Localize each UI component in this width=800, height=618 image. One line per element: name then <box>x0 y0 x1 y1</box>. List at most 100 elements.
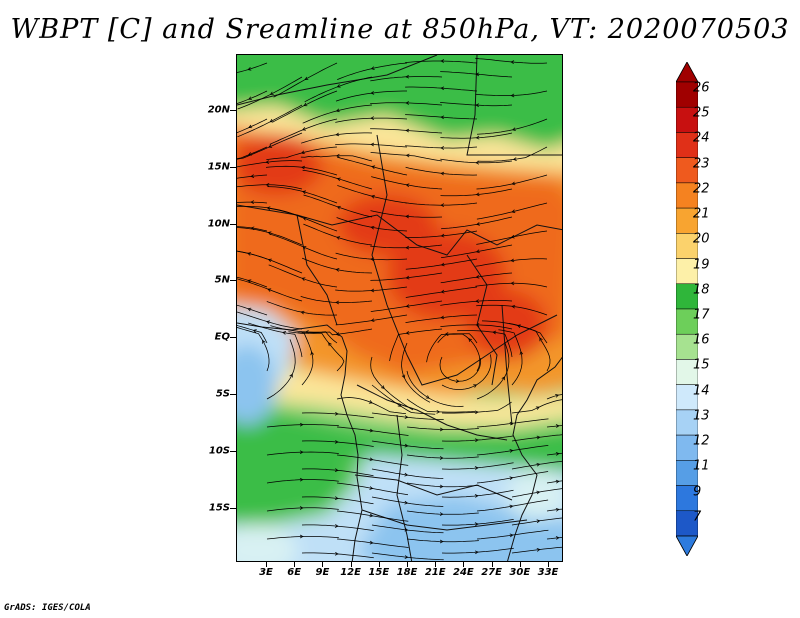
streamline-arrowhead <box>555 536 560 540</box>
lon-label: 33E <box>537 567 559 578</box>
lat-label: EQ <box>214 331 230 343</box>
streamline-arrowhead <box>401 374 406 379</box>
field-west-ocean-deep <box>237 345 277 425</box>
streamline-arrowhead <box>474 522 479 527</box>
streamline-arrowhead <box>335 300 340 305</box>
map-panel <box>236 54 563 562</box>
field-red-core-central <box>337 195 437 255</box>
border-central <box>371 134 558 386</box>
streamline-arrowhead <box>397 403 402 407</box>
streamline-arrowhead <box>475 249 480 254</box>
lat-tick <box>230 110 236 111</box>
streamline-arrowhead <box>501 376 506 381</box>
streamline-arrowhead <box>300 310 305 315</box>
streamline-arrowhead <box>510 258 515 263</box>
streamline-arrowhead <box>440 86 445 91</box>
colorbar-label: 20 <box>693 231 710 247</box>
field-north-green <box>237 55 562 155</box>
colorbar-label: 19 <box>693 257 710 273</box>
lon-tick <box>435 562 437 567</box>
streamline-arrowhead <box>250 174 255 178</box>
streamline-arrowhead <box>269 91 274 95</box>
border-lakes <box>501 304 513 426</box>
streamline-arrowhead <box>405 128 410 133</box>
streamline-arrowhead <box>303 102 308 107</box>
streamline-arrowhead <box>335 108 340 113</box>
streamline-arrowhead <box>370 257 375 262</box>
streamline-arrowhead <box>404 500 409 505</box>
colorbar-label: 26 <box>693 80 710 96</box>
streamline-arrowhead <box>475 323 480 327</box>
lat-tick <box>230 337 236 339</box>
streamline-arrowhead <box>301 127 306 131</box>
streamline-arrowhead <box>536 435 541 440</box>
streamline-arrowhead <box>474 438 479 443</box>
streamline-arrowhead <box>262 339 266 344</box>
streamline-arrowhead <box>266 320 271 324</box>
streamline-arrowhead <box>405 153 410 158</box>
streamline-arrowhead <box>335 332 340 336</box>
streamline-arrowhead <box>247 307 252 312</box>
streamline-arrowhead <box>266 206 271 210</box>
streamline-arrowhead <box>302 217 307 221</box>
streamline-arrowhead <box>334 440 339 444</box>
map-svg <box>237 55 562 561</box>
field-red-core-west <box>237 135 322 195</box>
streamline-arrowhead <box>536 462 541 467</box>
streamline-arrowhead <box>248 124 253 129</box>
border-south-vertical <box>396 414 413 561</box>
field-red-core-southeast <box>467 290 547 360</box>
field-red-core-east <box>387 230 507 320</box>
lon-label: 27E <box>481 567 502 578</box>
streamline-arrowhead <box>334 411 339 416</box>
lon-label: 6E <box>287 567 302 578</box>
streamline-arrowhead <box>405 183 410 188</box>
streamline <box>237 160 303 168</box>
wbpt-field <box>237 55 562 561</box>
streamline <box>237 146 268 160</box>
streamline-arrowhead <box>444 332 449 336</box>
streamline-arrowhead <box>299 422 304 427</box>
streamline-arrowhead <box>265 160 270 164</box>
streamline-arrowhead <box>335 132 340 137</box>
streamline-arrowhead <box>512 157 517 161</box>
streamline-arrowhead <box>336 84 341 88</box>
streamline-arrowhead <box>370 288 375 293</box>
streamline-arrowhead <box>370 116 375 121</box>
lat-tick <box>230 394 236 395</box>
streamline-arrowhead <box>555 507 560 512</box>
streamline-arrowhead <box>509 504 514 509</box>
streamline-arrowhead <box>509 533 514 538</box>
streamline-arrowhead <box>455 379 460 383</box>
streamline-arrowhead <box>405 101 410 105</box>
lat-label: 10N <box>207 218 230 230</box>
streamline-arrowhead <box>371 165 376 169</box>
streamline <box>546 480 562 484</box>
colorbar-label: 14 <box>693 383 710 399</box>
chart-title: WBPT [C] and Sreamline at 850hPa, VT: 20… <box>10 14 790 45</box>
streamline-arrowhead <box>509 449 514 453</box>
streamline-arrowhead <box>369 428 374 433</box>
streamline-arrowhead <box>555 424 560 428</box>
lon-label: 12E <box>340 567 361 578</box>
streamline <box>546 394 562 400</box>
streamline-arrowhead <box>404 527 409 532</box>
streamline-arrowhead <box>282 331 287 335</box>
lon-label: 24E <box>453 567 474 578</box>
lon-tick <box>548 562 549 567</box>
streamline-arrowhead <box>369 513 374 518</box>
streamline-arrowhead <box>439 512 444 516</box>
streamline-arrowhead <box>252 329 257 333</box>
streamline <box>546 452 562 456</box>
streamline-arrowhead <box>404 415 409 419</box>
streamline-arrowhead <box>304 76 309 80</box>
streamline-arrowhead <box>476 222 480 226</box>
streamline-arrowhead <box>369 457 374 462</box>
lon-label: 30E <box>509 567 531 578</box>
field-equator-yellow <box>237 358 562 427</box>
streamline-arrowhead <box>334 551 339 556</box>
colorbar-label: 25 <box>693 105 710 121</box>
lat-label: 5N <box>214 274 230 286</box>
streamline-arrowhead <box>440 262 445 267</box>
streamline-arrowhead <box>535 406 540 410</box>
